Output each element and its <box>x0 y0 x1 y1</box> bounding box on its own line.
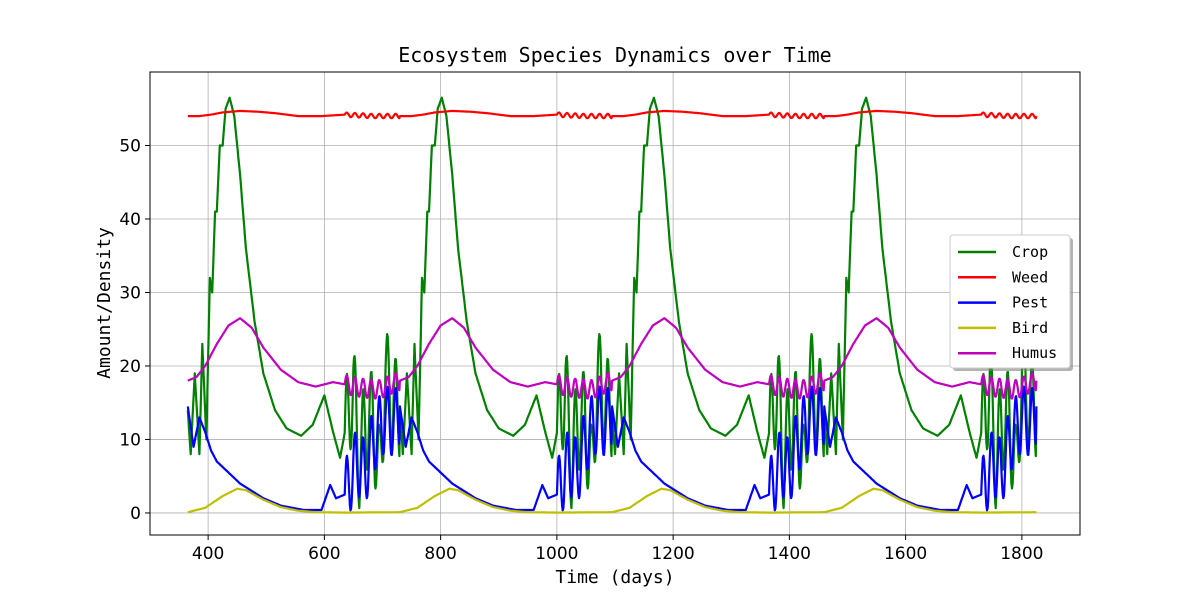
x-tick-label: 800 <box>424 544 456 564</box>
x-axis-ticks: 400 600 800 1000 1200 1400 1600 1800 <box>192 535 1044 564</box>
y-axis-ticks: 0 10 20 30 40 50 <box>119 136 150 524</box>
x-tick-label: 1000 <box>535 544 578 564</box>
series-line-crop <box>186 96 1038 510</box>
legend: Crop Weed Pest Bird Humus <box>949 234 1073 371</box>
series-line-pest <box>186 385 1038 512</box>
chart-title: Ecosystem Species Dynamics over Time <box>398 43 831 67</box>
series-layer <box>186 96 1038 514</box>
x-axis-label: Time (days) <box>555 567 674 588</box>
y-axis-label: Amount/Density <box>94 227 115 379</box>
y-tick-label: 20 <box>119 357 141 377</box>
y-tick-label: 50 <box>119 136 141 156</box>
x-tick-label: 400 <box>192 544 224 564</box>
series-line-bird <box>187 487 1037 514</box>
y-tick-label: 40 <box>119 210 141 230</box>
y-tick-label: 30 <box>119 283 141 303</box>
x-tick-label: 1400 <box>768 544 811 564</box>
legend-label-pest: Pest <box>1012 294 1048 312</box>
x-tick-label: 1800 <box>1000 544 1043 564</box>
x-tick-label: 1200 <box>651 544 694 564</box>
x-tick-label: 1600 <box>884 544 927 564</box>
legend-label-crop: Crop <box>1012 243 1048 261</box>
series-line-weed <box>187 109 1038 120</box>
legend-label-humus: Humus <box>1012 344 1057 362</box>
grid-lines <box>150 72 1080 535</box>
legend-label-bird: Bird <box>1012 319 1048 337</box>
series-line-humus <box>187 317 1038 400</box>
legend-box <box>949 234 1071 369</box>
legend-label-weed: Weed <box>1012 268 1048 286</box>
x-tick-label: 600 <box>308 544 340 564</box>
y-tick-label: 0 <box>130 504 141 524</box>
y-tick-label: 10 <box>119 430 141 450</box>
plot-frame <box>149 71 1081 536</box>
